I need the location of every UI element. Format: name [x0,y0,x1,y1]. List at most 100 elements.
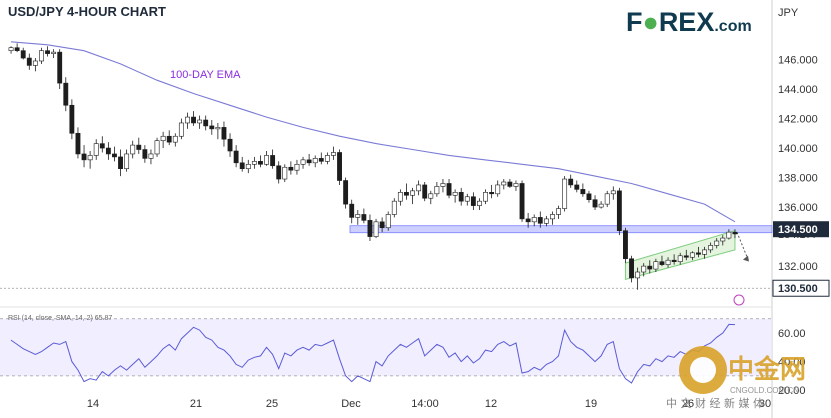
candle-body [312,158,318,164]
candle-body [160,135,166,141]
candle-body [32,60,38,66]
candle-body [251,161,257,165]
candle [379,217,385,233]
candle-body [671,259,677,262]
candle-body [404,192,409,196]
candle [677,252,683,265]
candle [580,183,586,197]
candle [543,215,549,227]
candle-body [221,127,227,140]
candle-body [93,143,99,156]
candle [233,145,239,168]
candle [258,155,263,168]
candle-body [318,158,324,162]
candle-body [14,47,20,51]
price-tick-label: 136.000 [778,202,818,214]
candle-body [239,162,245,170]
candle [306,153,312,166]
candle-body [574,184,580,190]
candle-body [610,190,616,195]
candle [318,152,324,165]
logo-com: .com [714,18,751,35]
candle-body [416,184,422,192]
currency-label: JPY [778,7,799,19]
candle [105,142,111,160]
candle-body [124,153,130,170]
candle [635,267,641,290]
candle-body [519,183,525,220]
candle-body [118,156,123,170]
candle [32,58,38,72]
candle-body [653,261,659,270]
candle-body [732,231,738,235]
candle [404,183,409,200]
candle-body [185,116,190,124]
candle [288,161,294,175]
candle [276,161,282,184]
candle-body [677,255,683,262]
candle [391,198,397,218]
candle-body [172,135,178,143]
candle [282,164,288,182]
candle-body [148,153,154,159]
candle [63,77,69,112]
candle-body [434,186,440,195]
candle [99,136,105,153]
candle [458,187,464,206]
candle [136,137,142,154]
candle [446,179,452,199]
logo-rex: REX [659,7,715,37]
candle [696,246,701,258]
candle [154,137,160,157]
candle-body [391,200,397,215]
cngold-subtitle: 中 文 财 经 新 媒 体 [666,396,764,410]
candle [312,155,318,168]
candle-body [349,203,355,218]
candle [653,258,659,273]
candle [197,115,203,129]
candle [452,189,458,203]
projection-arrow-icon [742,255,749,262]
candle [702,246,707,259]
candle [45,46,50,57]
candle [245,159,251,174]
candle-body [324,155,330,162]
candle [477,198,482,211]
candle [142,145,148,163]
candle-body [379,221,385,229]
candle [556,205,561,219]
candle-body [635,271,641,279]
candle [112,146,117,162]
candle [531,214,537,227]
candle [604,190,610,208]
candle-body [568,178,574,186]
candle [732,229,738,239]
candle [227,133,233,157]
candle [495,180,501,197]
candle [410,187,415,205]
candle [708,242,714,253]
candle-body [300,159,306,165]
candle-body [641,265,647,273]
candle-body [470,196,476,206]
candle [513,180,519,191]
time-tick-label: 14:00 [411,398,439,410]
candle-body [264,155,269,165]
candle [178,118,184,140]
candle [616,187,622,236]
candle-body [197,119,203,124]
candle-body [623,230,628,260]
candle [39,47,44,64]
candle [14,43,20,53]
candle-body [647,265,653,270]
candle [550,211,555,225]
candle [251,156,257,169]
candle-body [112,153,117,158]
svg-text:F●REX.com: F●REX.com [626,7,752,37]
candle-body [458,192,464,202]
time-tick-label: 19 [585,398,597,410]
support-zone [349,225,773,234]
candle-body [355,214,361,218]
